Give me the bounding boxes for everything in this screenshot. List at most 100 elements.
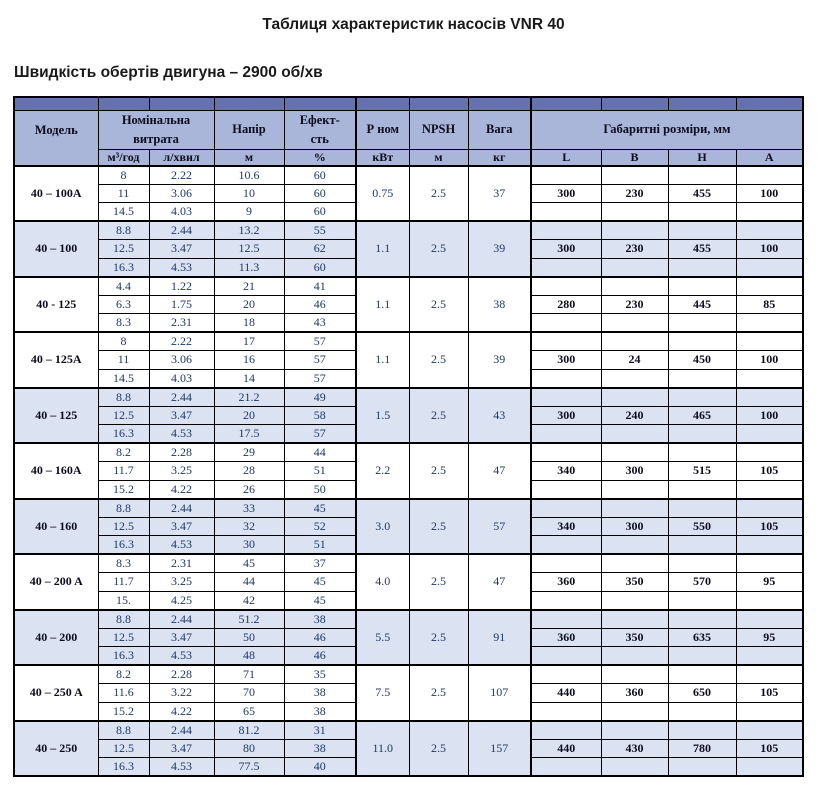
cell-dim-a xyxy=(735,479,804,499)
cell-flow-m3h: 4.4 xyxy=(97,275,150,296)
cell-head-m: 30 xyxy=(213,535,285,555)
cell-dim-a: 100 xyxy=(735,405,804,425)
table-row: 40 – 250 8.8 2.44 81.2 31 11.0 2.5 157 xyxy=(13,719,804,777)
cell-dim-l: 300 xyxy=(530,350,602,370)
table-row: 40 – 250 A 8.2 2.28 71 35 7.5 2.5 107 xyxy=(13,664,804,721)
cell-dim-b xyxy=(600,590,669,610)
cell-dim-l xyxy=(530,257,602,277)
cell-dim-l: 300 xyxy=(530,405,602,425)
cell-dim-h xyxy=(667,386,737,407)
table-row: 15. 4.25 42 45 xyxy=(14,590,804,610)
cell-flow-m3h: 11.7 xyxy=(97,461,150,481)
cell-head-m: 44 xyxy=(213,572,285,592)
cell-p-nom: 11.0 xyxy=(355,719,410,777)
cell-dim-b xyxy=(600,646,669,666)
cell-model: 40 – 200 A xyxy=(13,553,99,610)
cell-model: 40 – 160 xyxy=(13,497,99,555)
cell-dim-b xyxy=(600,386,669,407)
cell-flow-m3h: 8.3 xyxy=(97,553,150,573)
table-units-row: м³/год л/хвил м % кВт м кг L B H A xyxy=(14,148,804,167)
cell-dim-b: 230 xyxy=(600,294,669,314)
cell-npsh: 2.5 xyxy=(408,331,469,388)
cell-npsh: 2.5 xyxy=(408,386,469,444)
cell-flow-lmin: 3.06 xyxy=(148,183,215,203)
cell-flow-lmin: 4.53 xyxy=(148,646,215,666)
table-row: 11.7 3.25 28 51 340 300 515 105 xyxy=(14,461,804,481)
cell-dim-h xyxy=(667,202,737,222)
unit-dim-l: L xyxy=(530,148,602,167)
cell-dim-b xyxy=(600,535,669,555)
table-row: 40 – 100 8.8 2.44 13.2 55 1.1 2.5 39 xyxy=(13,220,804,277)
cell-flow-m3h: 8.2 xyxy=(97,442,150,462)
cell-efficiency-pct: 51 xyxy=(283,461,357,481)
cell-flow-lmin: 1.22 xyxy=(148,275,215,296)
table-row: 40 - 125 4.4 1.22 21 41 1.1 2.5 38 xyxy=(13,275,804,333)
cell-model: 40 – 100A xyxy=(13,164,99,222)
cell-flow-lmin: 2.44 xyxy=(148,220,215,240)
cell-efficiency-pct: 45 xyxy=(283,572,357,592)
cell-flow-m3h: 8.8 xyxy=(97,608,150,629)
cell-dim-a: 105 xyxy=(735,738,804,758)
cell-dim-h xyxy=(667,535,737,555)
cell-dim-l xyxy=(530,608,602,629)
cell-head-m: 9 xyxy=(213,202,285,222)
cell-dim-h: 515 xyxy=(667,461,737,481)
cell-flow-m3h: 12.5 xyxy=(97,627,150,647)
cell-model: 40 – 125A xyxy=(13,331,99,388)
cell-flow-m3h: 14.5 xyxy=(97,368,150,388)
cell-flow-lmin: 3.22 xyxy=(148,683,215,703)
cell-flow-lmin: 4.53 xyxy=(148,257,215,277)
table-row: 11 3.06 10 60 300 230 455 100 xyxy=(14,183,804,203)
cell-flow-m3h: 11 xyxy=(97,183,150,203)
cell-flow-lmin: 1.75 xyxy=(148,294,215,314)
cell-dim-b xyxy=(600,608,669,629)
table-row: 11.6 3.22 70 38 440 360 650 105 xyxy=(14,683,804,703)
cell-dim-a xyxy=(735,535,804,555)
cell-weight: 38 xyxy=(467,275,532,333)
cell-dim-h xyxy=(667,719,737,740)
table-row: 8.3 2.31 18 43 xyxy=(14,313,804,333)
cell-flow-lmin: 4.03 xyxy=(148,202,215,222)
cell-dim-h xyxy=(667,257,737,277)
cell-dim-a: 85 xyxy=(735,294,804,314)
cell-dim-a: 95 xyxy=(735,627,804,647)
cell-dim-l: 300 xyxy=(530,239,602,259)
cell-dim-b xyxy=(600,719,669,740)
cell-model: 40 – 125 xyxy=(13,386,99,444)
cell-efficiency-pct: 38 xyxy=(283,683,357,703)
cell-p-nom: 2.2 xyxy=(355,442,410,499)
cell-dim-a xyxy=(735,313,804,333)
cell-p-nom: 1.1 xyxy=(355,220,410,277)
cell-flow-lmin: 2.31 xyxy=(148,313,215,333)
cell-dim-l xyxy=(530,719,602,740)
header-nominal-flow: Номінальна витрата xyxy=(97,109,215,150)
cell-head-m: 80 xyxy=(213,738,285,758)
cell-dim-h: 455 xyxy=(667,183,737,203)
cell-dim-a xyxy=(735,664,804,684)
cell-flow-m3h: 11.6 xyxy=(97,683,150,703)
cell-efficiency-pct: 37 xyxy=(283,553,357,573)
cell-flow-lmin: 4.25 xyxy=(148,590,215,610)
cell-dim-h xyxy=(667,424,737,444)
cell-dim-l: 360 xyxy=(530,572,602,592)
cell-dim-l xyxy=(530,368,602,388)
cell-flow-lmin: 2.44 xyxy=(148,497,215,518)
cell-dim-l xyxy=(530,386,602,407)
unit-dim-a: A xyxy=(735,148,804,167)
cell-dim-b xyxy=(600,701,669,721)
cell-flow-m3h: 15.2 xyxy=(97,479,150,499)
cell-head-m: 81.2 xyxy=(213,719,285,740)
cell-weight: 43 xyxy=(467,386,532,444)
header-efficiency-label: Ефект-сть xyxy=(299,113,340,146)
cell-dim-h xyxy=(667,331,737,351)
cell-dim-l xyxy=(530,757,602,777)
cell-model: 40 – 200 xyxy=(13,608,99,666)
cell-dim-a xyxy=(735,257,804,277)
cell-npsh: 2.5 xyxy=(408,608,469,666)
band-cell xyxy=(213,96,285,111)
cell-efficiency-pct: 46 xyxy=(283,627,357,647)
cell-efficiency-pct: 55 xyxy=(283,220,357,240)
band-cell xyxy=(667,96,737,111)
table-row: 12.5 3.47 32 52 340 300 550 105 xyxy=(14,516,804,536)
cell-head-m: 13.2 xyxy=(213,220,285,240)
